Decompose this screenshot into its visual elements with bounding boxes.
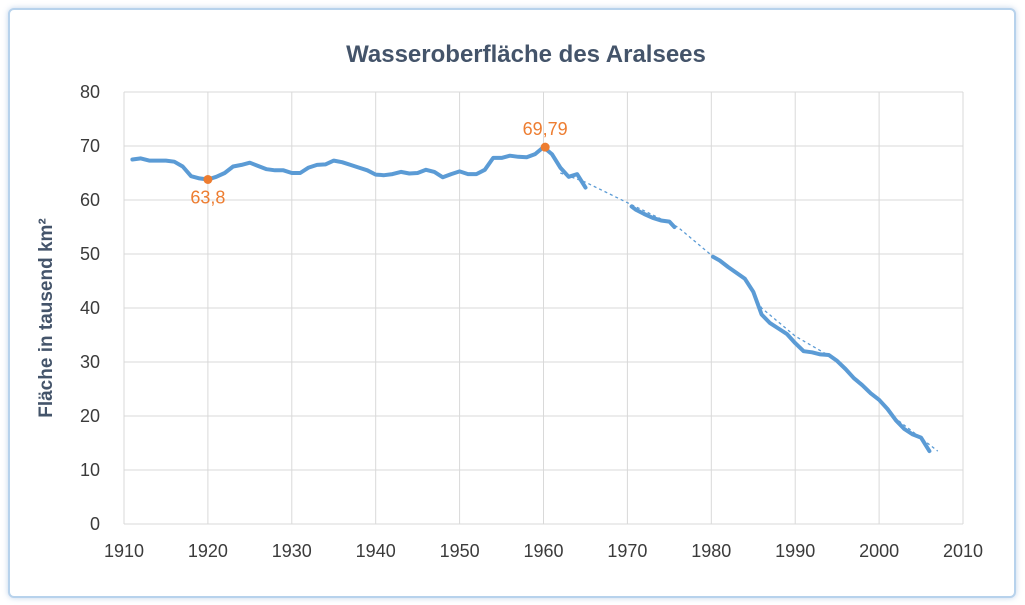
y-tick-label: 0 [90, 514, 100, 534]
x-tick-label: 1960 [523, 541, 563, 561]
y-axis-label: Fläche in tausend km² [36, 218, 57, 418]
x-tick-label: 2000 [859, 541, 899, 561]
x-tick-label: 1910 [104, 541, 144, 561]
series-line-segment [711, 254, 932, 454]
y-tick-label: 50 [80, 244, 100, 264]
x-tick-label: 1930 [272, 541, 312, 561]
annotation-marker [540, 142, 550, 152]
x-tick-label: 1990 [775, 541, 815, 561]
data-series [130, 145, 932, 454]
x-tick-label: 1980 [691, 541, 731, 561]
x-tick-label: 2010 [943, 541, 983, 561]
chart-title: Wasseroberfläche des Aralsees [346, 41, 706, 68]
x-tick-label: 1940 [356, 541, 396, 561]
y-tick-label: 30 [80, 352, 100, 372]
x-tick-label: 1950 [440, 541, 480, 561]
y-tick-label: 20 [80, 406, 100, 426]
annotation-marker [203, 174, 213, 184]
y-axis-ticks: 0 10 20 30 40 50 60 70 80 [80, 82, 100, 534]
y-tick-label: 60 [80, 190, 100, 210]
y-tick-label: 70 [80, 136, 100, 156]
x-axis-ticks: 1910 1920 1930 1940 1950 1960 1970 1980 1990 2000… [104, 541, 983, 561]
annotation-label: 63,8 [190, 187, 225, 207]
trendline [560, 172, 939, 452]
y-tick-label: 80 [80, 82, 100, 102]
gridlines [123, 91, 964, 525]
trendline-path [560, 172, 939, 452]
y-tick-label: 40 [80, 298, 100, 318]
annotations: 63,8 69,79 [190, 119, 567, 207]
series-line-segment [629, 204, 677, 229]
chart-frame [8, 8, 1016, 598]
x-tick-label: 1920 [188, 541, 228, 561]
annotation-label: 69,79 [523, 119, 568, 139]
series-line-segment [130, 145, 588, 190]
y-tick-label: 10 [80, 460, 100, 480]
x-tick-label: 1970 [607, 541, 647, 561]
